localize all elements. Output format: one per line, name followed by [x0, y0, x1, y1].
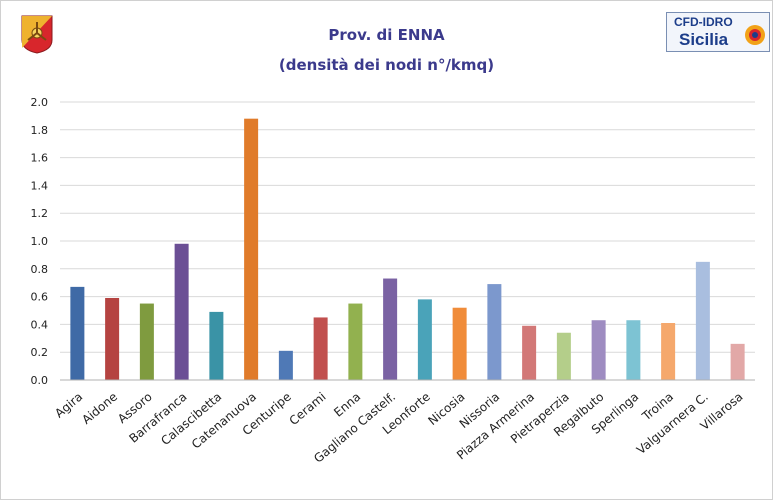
bar [244, 118, 259, 381]
y-tick-label: 0.6 [31, 291, 49, 304]
y-axis: 0.0 0.2 0.4 0.6 0.8 1.0 1.2 1.4 1.6 1.8 2.0 [31, 96, 49, 387]
bar [174, 243, 189, 380]
y-tick-label: 0.4 [31, 318, 49, 331]
gridlines [60, 101, 755, 381]
y-tick-label: 0.0 [31, 374, 49, 387]
bar [556, 332, 571, 380]
bar [522, 325, 537, 380]
y-tick-label: 0.2 [31, 346, 49, 359]
bar [209, 311, 224, 380]
bar [417, 299, 432, 380]
y-tick-label: 1.6 [31, 152, 49, 165]
x-axis: AgiraAidoneAssoroBarrafrancaCalascibetta… [52, 379, 755, 466]
bar [591, 320, 606, 380]
bar [348, 303, 363, 380]
chart-subtitle: (densità dei nodi n°/kmq) [278, 56, 495, 74]
y-tick-label: 1.8 [31, 124, 49, 137]
cfd-idro-logo: CFD-IDRO Sicilia [666, 12, 770, 52]
bar [626, 320, 641, 380]
bar [695, 261, 710, 380]
logo-line2: Sicilia [679, 30, 729, 49]
bar [452, 307, 467, 380]
y-tick-label: 1.4 [31, 179, 49, 192]
bar [313, 317, 328, 380]
bars [70, 118, 745, 381]
y-tick-label: 2.0 [31, 96, 49, 109]
y-tick-label: 0.8 [31, 263, 49, 276]
bar [105, 297, 120, 380]
sicily-emblem-icon [21, 15, 53, 54]
bar [730, 343, 745, 380]
bar [278, 350, 293, 380]
bar [70, 286, 85, 380]
y-tick-label: 1.0 [31, 235, 49, 248]
bar [487, 284, 502, 380]
x-tick-label: Cerami [287, 390, 329, 428]
logo-line1: CFD-IDRO [674, 15, 733, 29]
sun-logo-icon [745, 25, 765, 45]
bar [661, 323, 676, 380]
bar [383, 278, 398, 380]
x-tick-label: Aidone [79, 390, 120, 427]
bar [139, 303, 154, 380]
y-tick-label: 1.2 [31, 207, 49, 220]
chart-title: Prov. di ENNA [328, 26, 445, 44]
